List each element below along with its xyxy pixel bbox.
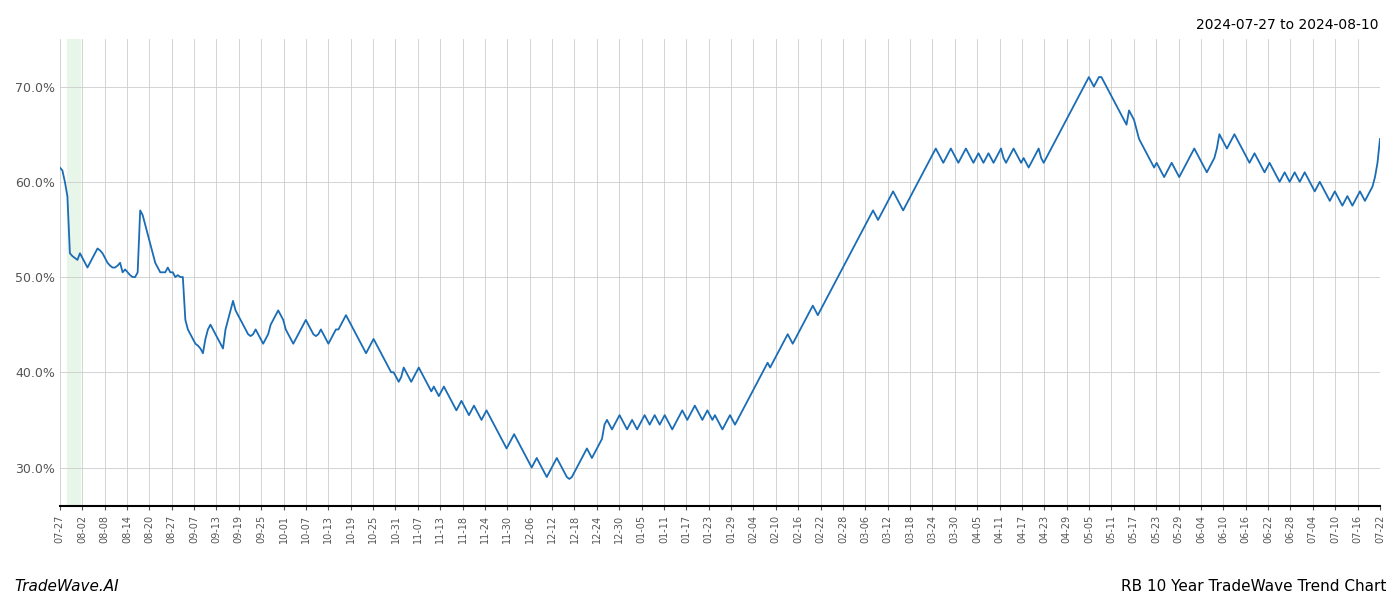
Text: TradeWave.AI: TradeWave.AI xyxy=(14,579,119,594)
Bar xyxy=(67,39,80,506)
Text: RB 10 Year TradeWave Trend Chart: RB 10 Year TradeWave Trend Chart xyxy=(1120,579,1386,594)
Text: 2024-07-27 to 2024-08-10: 2024-07-27 to 2024-08-10 xyxy=(1197,18,1379,32)
